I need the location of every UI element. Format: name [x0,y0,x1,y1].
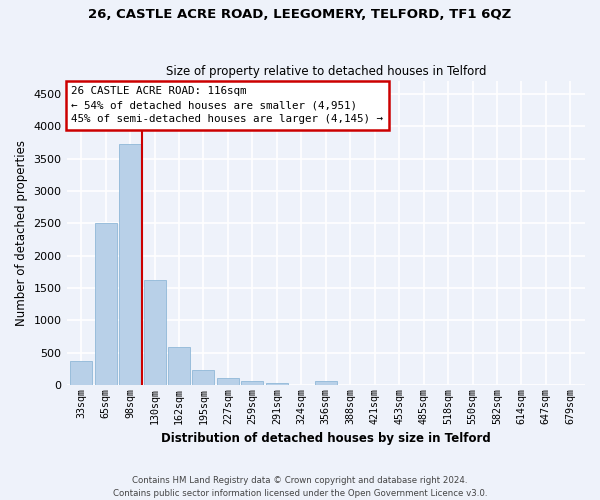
Bar [266,382,288,385]
Bar [193,370,214,385]
Text: 26, CASTLE ACRE ROAD, LEEGOMERY, TELFORD, TF1 6QZ: 26, CASTLE ACRE ROAD, LEEGOMERY, TELFORD… [88,8,512,20]
Bar [241,381,263,385]
X-axis label: Distribution of detached houses by size in Telford: Distribution of detached houses by size … [161,432,491,445]
Bar [119,144,141,385]
Y-axis label: Number of detached properties: Number of detached properties [15,140,28,326]
Title: Size of property relative to detached houses in Telford: Size of property relative to detached ho… [166,66,486,78]
Bar [70,361,92,385]
Bar [168,346,190,385]
Text: 26 CASTLE ACRE ROAD: 116sqm
← 54% of detached houses are smaller (4,951)
45% of : 26 CASTLE ACRE ROAD: 116sqm ← 54% of det… [71,86,383,124]
Bar [217,378,239,385]
Bar [143,280,166,385]
Bar [315,382,337,385]
Text: Contains HM Land Registry data © Crown copyright and database right 2024.
Contai: Contains HM Land Registry data © Crown c… [113,476,487,498]
Bar [95,222,116,385]
